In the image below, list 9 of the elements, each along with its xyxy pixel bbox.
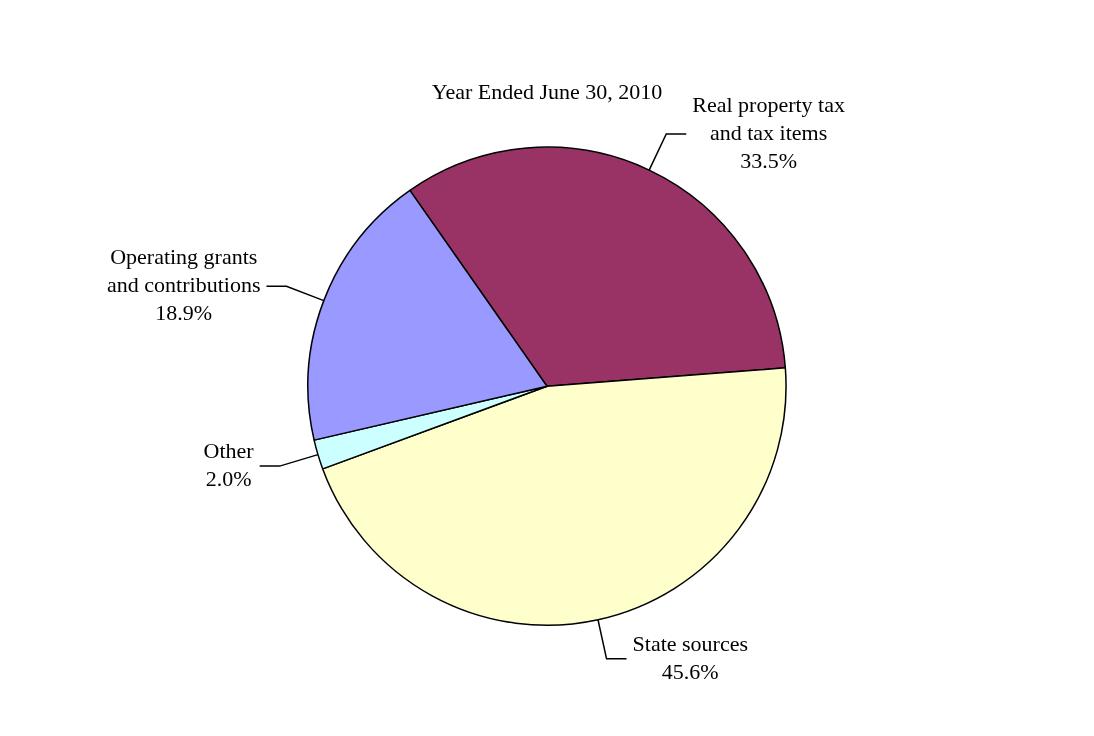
slice-label: Real property tax and tax items [692,91,845,145]
chart-title: Year Ended June 30, 2010 [431,78,663,104]
data-label: 18.9% [155,300,213,326]
data-label: 33.5% [740,147,798,173]
slice-label: Operating grants and contributions [107,244,261,298]
data-label: 45.6% [661,658,719,684]
slice-label: State sources [632,630,749,656]
slice-label: Other [203,437,255,463]
data-label: 2.0% [205,465,252,491]
